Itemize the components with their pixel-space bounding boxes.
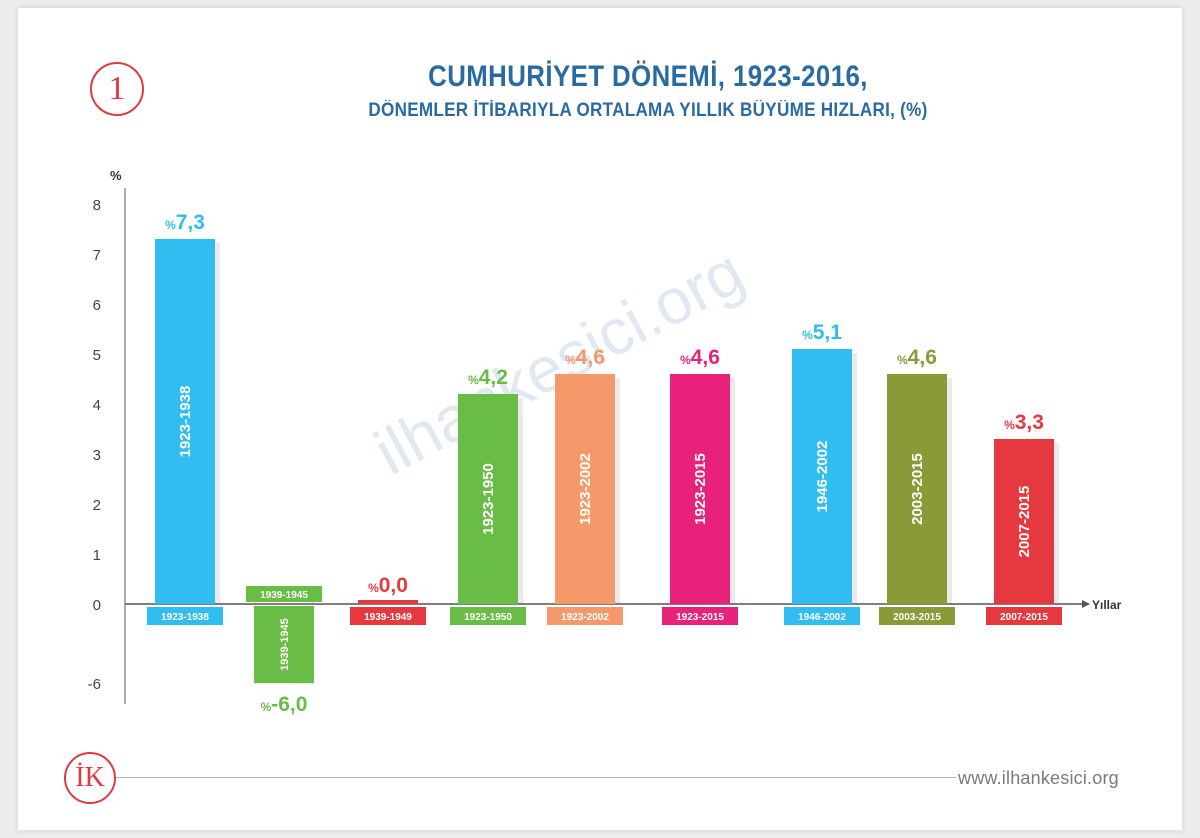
bar-period-label: 1939-1945	[279, 618, 291, 671]
category-tag	[784, 607, 860, 625]
category-tag	[246, 586, 322, 602]
ik-logo: İK	[64, 752, 116, 804]
category-tag-label: 1923-1950	[464, 612, 512, 623]
bar	[555, 374, 615, 604]
bar-shadow	[215, 243, 220, 604]
bar-value-label: %5,1	[802, 321, 842, 344]
bar	[458, 394, 518, 604]
bar-period-label: 1923-1950	[480, 463, 497, 535]
category-tag	[147, 607, 223, 625]
category-tag-label: 2007-2015	[1000, 612, 1048, 623]
category-tag	[450, 607, 526, 625]
bar-period-label: 1923-2002	[577, 453, 594, 525]
category-tag	[350, 607, 426, 625]
y-tick-label: 5	[93, 347, 101, 364]
bar-value-label: %4,6	[565, 346, 605, 369]
category-tag	[986, 607, 1062, 625]
category-tag-label: 1939-1945	[260, 590, 308, 601]
bar-value-label: %-6,0	[261, 693, 308, 716]
bar-period-label: 1946-2002	[814, 441, 831, 513]
bar-shadow	[852, 353, 857, 604]
category-tag	[662, 607, 738, 625]
bar-shadow	[518, 398, 523, 604]
category-tag-label: 1939-1949	[364, 612, 412, 623]
chart-title: CUMHURİYET DÖNEMİ, 1923-2016,	[428, 60, 868, 93]
x-axis-label: Yıllar	[1092, 598, 1122, 612]
bar-value-label: %7,3	[165, 211, 205, 234]
category-tag-label: 1946-2002	[798, 612, 846, 623]
bar-shadow	[615, 378, 620, 604]
bar	[670, 374, 730, 604]
bar	[887, 374, 947, 604]
bar-period-label: 2003-2015	[909, 453, 926, 525]
y-tick-label: 8	[93, 197, 101, 214]
category-tag	[879, 607, 955, 625]
y-tick-label: 2	[93, 497, 101, 514]
bar	[358, 600, 418, 604]
y-tick-label: 0	[93, 597, 101, 614]
bar	[155, 239, 215, 604]
y-tick-label: 3	[93, 447, 101, 464]
bar-shadow	[730, 378, 735, 604]
bar-value-label: %4,6	[897, 346, 937, 369]
x-axis-arrow	[1082, 600, 1090, 608]
chart-subtitle: DÖNEMLER İTİBARIYLA ORTALAMA YILLIK BÜYÜ…	[368, 100, 928, 121]
bar-period-label: 1923-1938	[177, 386, 194, 458]
website-url: www.ilhankesici.org	[958, 768, 1119, 788]
y-tick-label: 4	[93, 397, 101, 414]
category-tag-label: 1923-2015	[676, 612, 724, 623]
y-tick-label: 7	[93, 247, 101, 264]
y-tick-label: 1	[93, 547, 101, 564]
bar-value-label: %0,0	[368, 574, 408, 597]
bar-value-label: %4,2	[468, 366, 508, 389]
bar-shadow	[947, 378, 952, 604]
bar-period-label: 2007-2015	[1016, 486, 1033, 558]
category-tag-label: 1923-1938	[161, 612, 209, 623]
y-tick-label: 6	[93, 297, 101, 314]
category-tag-label: 2003-2015	[893, 612, 941, 623]
bar-value-label: %4,6	[680, 346, 720, 369]
y-axis-label: %	[110, 168, 122, 183]
bar	[994, 439, 1054, 604]
footer-divider	[116, 777, 956, 778]
category-tag	[547, 607, 623, 625]
bar-value-label: %3,3	[1004, 411, 1044, 434]
bar-shadow	[1054, 443, 1059, 604]
y-tick-label: -6	[88, 676, 101, 693]
category-tag-label: 1923-2002	[561, 612, 609, 623]
bar	[254, 606, 314, 684]
bar	[792, 349, 852, 604]
bar-period-label: 1923-2015	[692, 453, 709, 525]
chart-number-badge: 1	[90, 62, 144, 116]
